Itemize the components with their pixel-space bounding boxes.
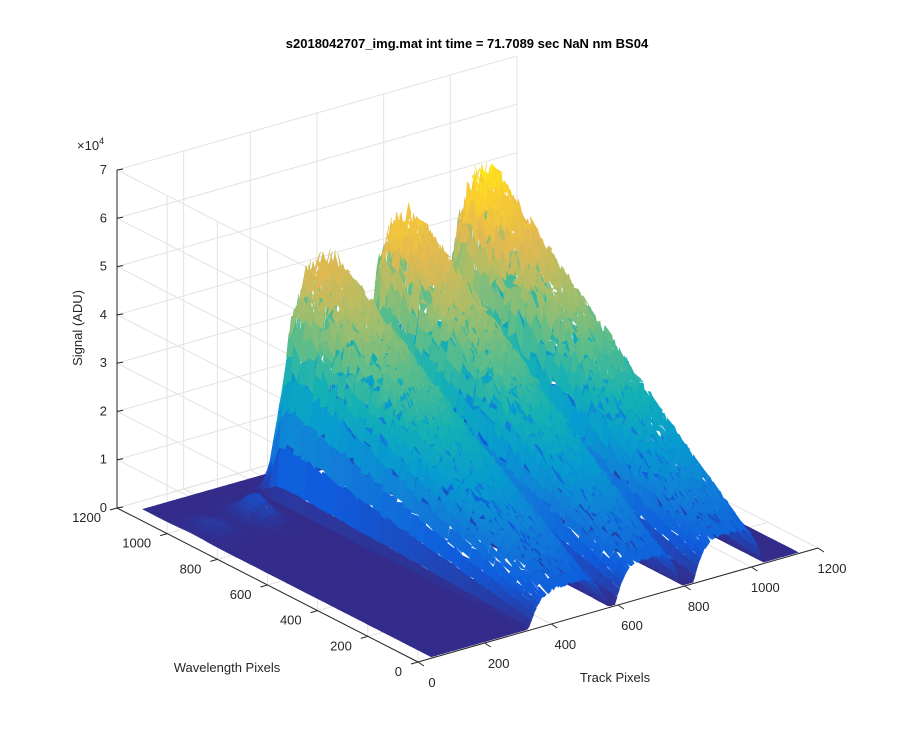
surface-patch [302,388,314,426]
surface-patch [331,348,343,375]
surface-patch [412,267,423,299]
surface-patch [478,212,490,243]
surface-patch [310,289,321,311]
surface-patch [326,384,338,420]
surface-patch [495,267,506,294]
surface-patch [407,311,419,336]
surface-patch [379,225,390,274]
surface-patch [336,371,347,401]
surface-patch [481,246,492,277]
surface-patch [493,284,504,321]
surface-patch [483,233,495,270]
surface-patch [353,337,365,356]
surface-patch [410,278,421,319]
surface-patch [281,377,292,419]
surface-patch [329,367,340,386]
surface-patch [459,209,470,244]
surface-patch [253,494,265,504]
surface-patch [334,398,345,426]
surface-patch [391,246,402,273]
surface [142,162,799,658]
